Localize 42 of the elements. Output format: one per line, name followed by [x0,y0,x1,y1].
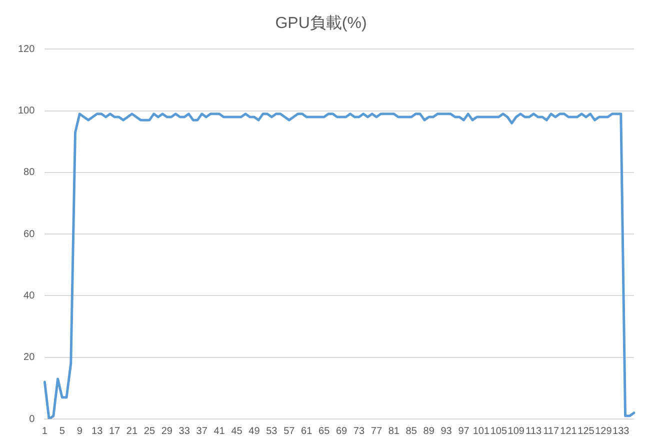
x-tick-label: 125 [578,426,595,437]
x-tick-label: 61 [301,426,313,437]
x-tick-label: 69 [336,426,348,437]
x-tick-label: 21 [126,426,138,437]
x-tick-label: 45 [231,426,243,437]
y-tick-label: 60 [24,228,36,240]
x-tick-label: 117 [543,426,560,437]
x-tick-label: 9 [76,426,83,437]
x-tick-label: 17 [108,426,121,437]
y-tick-label: 40 [24,290,36,302]
x-tick-label: 129 [595,426,612,437]
x-tick-label: 5 [59,426,66,437]
x-tick-label: 85 [406,426,418,437]
x-tick-label: 109 [508,426,525,437]
y-tick-label: 0 [29,414,36,425]
x-tick-label: 1 [42,426,48,437]
x-tick-label: 25 [144,426,156,437]
x-tick-label: 41 [214,426,226,437]
x-tick-label: 97 [458,426,470,437]
x-tick-label: 77 [370,426,382,437]
y-tick-label: 120 [18,44,36,55]
x-tick-label: 13 [92,426,104,437]
x-tick-label: 37 [196,426,208,437]
x-tick-label: 33 [178,426,190,437]
x-tick-label: 113 [526,426,542,437]
x-tick-label: 105 [490,426,508,437]
x-tick-label: 29 [161,426,173,437]
x-tick-label: 133 [612,426,630,437]
y-tick-label: 20 [24,352,36,364]
x-tick-label: 73 [353,426,365,437]
x-tick-label: 57 [284,426,296,437]
x-tick-label: 65 [318,426,330,437]
x-tick-label: 121 [560,426,578,437]
x-tick-label: 101 [472,426,490,437]
x-tick-label: 81 [388,426,400,437]
chart-title: GPU負載(%) [275,14,367,32]
x-tick-label: 93 [440,426,452,437]
x-tick-label: 49 [248,426,260,437]
y-tick-label: 80 [24,167,36,178]
x-tick-label: 89 [423,426,435,437]
x-tick-label: 53 [266,426,278,437]
y-tick-label: 100 [18,106,36,117]
